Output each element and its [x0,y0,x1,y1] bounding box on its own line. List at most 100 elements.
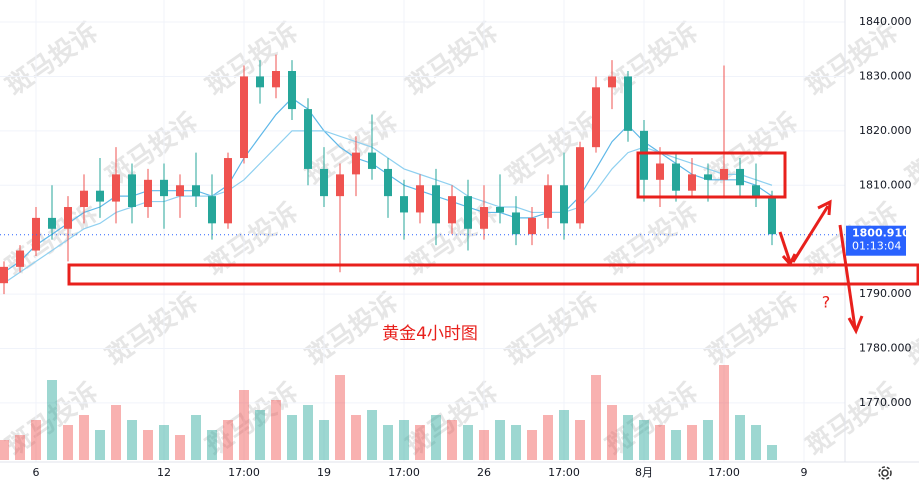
question-mark: ? [822,293,831,312]
volume-bar [655,425,665,460]
volume-bar [639,420,649,460]
volume-bar [575,420,585,460]
candle-body [304,109,312,169]
volume-bar [319,420,329,460]
volume-bar [367,410,377,460]
volume-bar [31,420,41,460]
volume-bar [0,440,9,460]
candle-body [368,152,376,169]
candle-body [608,76,616,88]
candle-body [448,196,456,224]
candle-body [80,190,88,208]
volume-bar [191,415,201,460]
volume-bar [223,420,233,460]
volume-bar [559,410,569,460]
candle-body [656,163,664,180]
candle-body [720,168,728,180]
x-tick-label: 26 [477,466,491,479]
candle-body [352,152,360,175]
candle-body [336,174,344,197]
candle-body [144,179,152,208]
volume-bar [447,420,457,460]
candle-body [736,168,744,186]
candle-body [528,217,536,235]
volume-bar [431,415,441,460]
volume-bar [751,425,761,460]
axes: 1840.000 1830.000 1820.000 1810.000 1790.000… [0,15,912,479]
volume-bar [495,420,505,460]
candle-body [464,196,472,229]
candle-body [272,70,280,88]
volume-bar [15,435,25,460]
y-tick-label: 1830.000 [859,69,912,82]
volume-bar [511,425,521,460]
volume-bar [175,435,185,460]
candle-body [176,185,184,197]
candle-body [432,185,440,224]
volume-bar [287,415,297,460]
candle-body [400,196,408,213]
candle-body [128,174,136,208]
x-tick-label: 9 [801,466,808,479]
volume-bar [303,405,313,460]
candle-body [512,212,520,235]
volume-bar [591,375,601,460]
candle-body [0,266,8,284]
candle-body [208,196,216,224]
volume-bar [671,430,681,460]
volume-bar [47,380,57,460]
candle-body [752,185,760,197]
volume-bar [335,375,345,460]
volume-bar [79,415,89,460]
candle-body [384,168,392,197]
y-tick-label: 1820.000 [859,124,912,137]
candle-body [16,250,24,267]
volume-bar [463,425,473,460]
y-tick-label: 1810.000 [859,178,912,191]
volume-bar [735,415,745,460]
settings-icon[interactable] [878,466,892,480]
candle-body [240,76,248,159]
candle-body [592,87,600,148]
candles [0,54,776,295]
range-box [636,151,787,199]
volume-bar [111,405,121,460]
candle-body [624,76,632,131]
candle-body [416,185,424,213]
annotation: 黄金4小时图 [382,324,478,344]
candle-body [640,130,648,180]
y-tick-label: 1780.000 [859,341,912,354]
volume-bar [351,415,361,460]
volume-bar [607,405,617,460]
x-tick-label: 19 [317,466,331,479]
candle-body [688,174,696,191]
candle-body [768,196,776,235]
x-tick-label: 12 [157,466,171,479]
x-tick-label: 17:00 [228,466,260,479]
volume-bar [399,420,409,460]
volume-bar [415,425,425,460]
volume-bar [271,400,281,460]
volume-bar [159,425,169,460]
y-tick-label: 1790.000 [859,287,912,300]
price-badge [846,225,906,256]
arrows [778,199,864,335]
x-tick-label: 17:00 [548,466,580,479]
volume-bar [767,445,777,460]
volume-bar [479,430,489,460]
candle-body [256,76,264,88]
volume-bar [719,365,729,460]
volume-bar [127,420,137,460]
candle-body [288,70,296,110]
y-tick-label: 1840.000 [859,15,912,28]
candle-body [480,207,488,229]
volume-bar [239,390,249,460]
support-box [67,263,919,286]
x-tick-label: 8月 [635,466,653,479]
candle-body [160,179,168,197]
y-tick-label: 1770.000 [859,396,912,409]
volume-bar [207,430,217,460]
volume-bar [703,420,713,460]
candle-body [192,185,200,197]
